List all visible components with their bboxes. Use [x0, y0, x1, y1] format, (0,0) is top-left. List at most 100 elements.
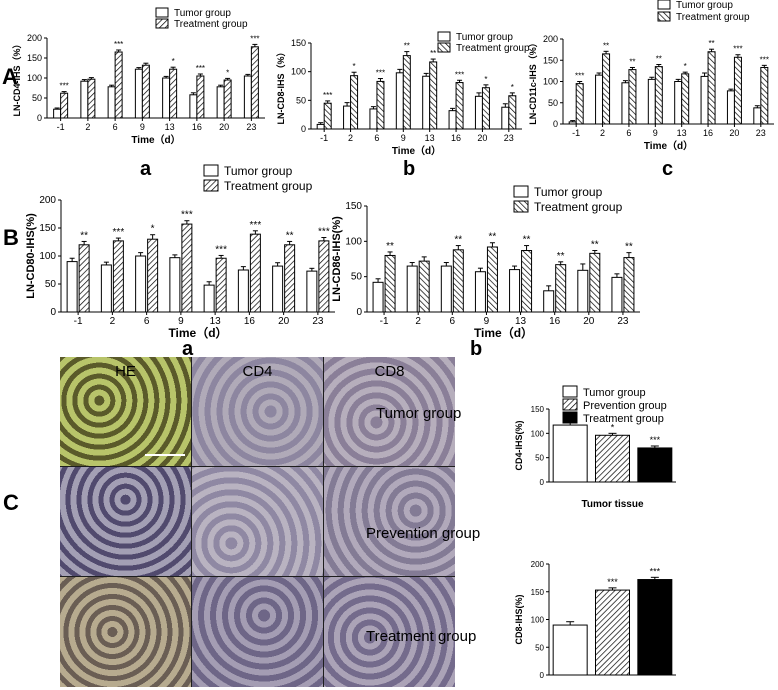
bar	[575, 83, 584, 125]
significance-label: ***	[114, 40, 123, 49]
x-tick-label: 23	[617, 316, 629, 327]
x-axis-label: Time（d）	[474, 325, 533, 340]
bar	[147, 238, 159, 313]
bar	[637, 447, 673, 483]
bar	[216, 86, 225, 119]
row-label-tumor: Tumor group	[376, 405, 462, 422]
x-tick-label: -1	[74, 316, 83, 327]
y-axis-label: LN-CD8-IHS（%）	[276, 47, 286, 124]
x-tick-label: 23	[504, 133, 514, 143]
significance-label: ***	[455, 70, 464, 79]
x-tick-label: 6	[450, 316, 456, 327]
x-tick-label: 20	[219, 122, 229, 132]
bar	[316, 123, 325, 130]
bar	[429, 61, 438, 130]
legend-label: Treatment group	[224, 179, 313, 193]
bar	[452, 249, 464, 313]
significance-label: **	[625, 242, 633, 253]
significance-label: **	[404, 42, 410, 51]
bar	[215, 257, 227, 313]
y-tick-label: 100	[291, 67, 306, 77]
bar	[196, 75, 205, 119]
y-tick-label: 100	[345, 236, 362, 247]
x-tick-label: 9	[140, 122, 145, 132]
x-tick-label: 16	[244, 316, 256, 327]
bar	[637, 579, 673, 676]
significance-label: ***	[760, 55, 769, 64]
bar	[112, 240, 124, 313]
y-tick-label: 0	[553, 119, 558, 129]
x-axis-label: Tumor tissue	[581, 499, 643, 510]
legend-label: Tumor group	[676, 0, 733, 11]
significance-label: *	[611, 422, 615, 432]
bar	[134, 68, 143, 119]
bar	[681, 73, 690, 125]
significance-label: **	[656, 55, 662, 64]
x-tick-label: 23	[246, 122, 256, 132]
x-tick-label: 2	[415, 316, 421, 327]
panel-label-c: C	[3, 490, 19, 515]
bar	[223, 79, 232, 119]
bar	[543, 290, 555, 313]
legend-label: Treatment group	[583, 413, 664, 425]
bar	[369, 108, 378, 130]
bar	[654, 66, 663, 125]
bar	[66, 261, 78, 313]
chart-2: 050100150LN-CD8-IHS（%）Time（d）-1***2*6***…	[276, 31, 530, 157]
significance-label: ***	[318, 227, 330, 238]
y-tick-label: 150	[27, 53, 42, 63]
y-tick-label: 200	[531, 560, 545, 569]
x-tick-label: -1	[57, 122, 65, 132]
legend-label: Treatment group	[676, 12, 750, 23]
bar	[395, 72, 404, 130]
legend-swatch	[155, 7, 169, 18]
y-tick-label: 0	[356, 307, 362, 318]
y-tick-label: 100	[531, 429, 545, 438]
legend-swatch	[562, 411, 578, 424]
legend-label: Tumor group	[534, 185, 603, 199]
legend-swatch	[203, 179, 219, 192]
significance-label: ***	[196, 64, 205, 73]
x-tick-label: 9	[178, 316, 184, 327]
bar	[568, 121, 577, 125]
bar	[376, 80, 385, 130]
micrograph-cd8-tumor: CD8	[324, 357, 455, 466]
bar	[162, 77, 171, 119]
panel-label-a: A	[2, 64, 18, 89]
significance-label: *	[151, 224, 155, 235]
x-tick-label: 13	[210, 316, 222, 327]
bar	[509, 269, 521, 313]
micrograph-cd4-treatment	[192, 577, 323, 687]
bar	[323, 102, 332, 130]
legend-label: Treatment group	[534, 200, 623, 214]
bar	[577, 269, 589, 313]
bar	[169, 68, 178, 119]
bar	[552, 624, 588, 676]
bar	[733, 56, 742, 125]
significance-label: ***	[323, 91, 332, 100]
significance-label: ***	[181, 210, 193, 221]
micrograph-cd8-prevention	[324, 467, 455, 576]
bar	[418, 260, 430, 313]
bar	[628, 69, 637, 125]
bar	[100, 264, 112, 313]
sublabel-a-c: c	[662, 158, 674, 180]
significance-label: ***	[650, 566, 661, 576]
y-tick-label: 50	[535, 643, 544, 652]
significance-label: ***	[59, 82, 68, 91]
x-tick-label: 2	[600, 128, 605, 138]
significance-label: *	[172, 57, 175, 66]
y-tick-label: 150	[543, 55, 558, 65]
legend-swatch	[203, 164, 219, 177]
micrograph-cd8-treatment	[324, 577, 455, 687]
bar	[181, 223, 193, 313]
x-tick-label: 23	[312, 316, 324, 327]
x-axis-label: Time（d）	[168, 325, 227, 340]
y-tick-label: 150	[39, 223, 56, 234]
bar	[237, 269, 249, 313]
y-tick-label: 0	[37, 113, 42, 123]
column-label-cd4: CD4	[242, 363, 273, 380]
x-axis-label: Time（d）	[131, 133, 180, 146]
bar	[384, 254, 396, 313]
